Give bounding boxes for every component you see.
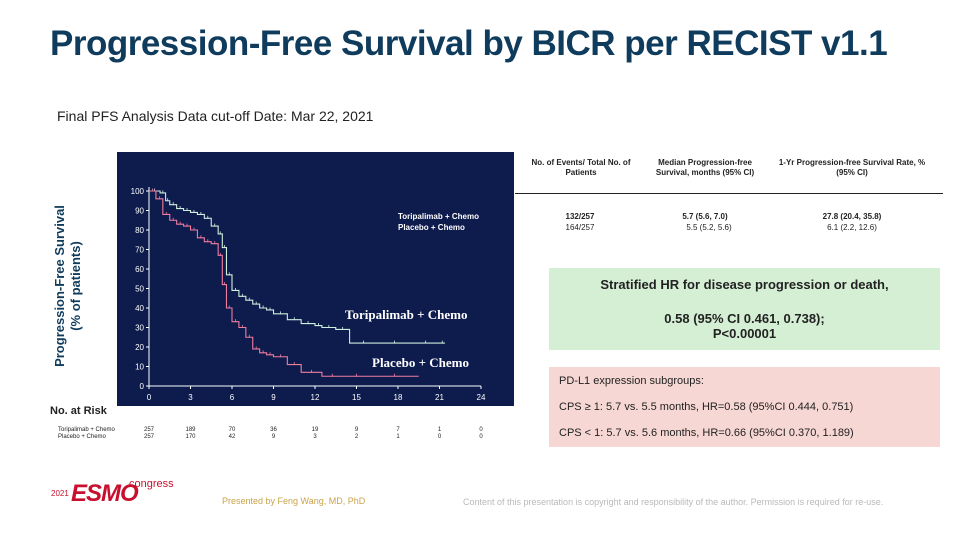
pdl1-title: PD-L1 expression subgroups: [559, 375, 704, 387]
table-rule [515, 193, 943, 194]
hr-line2: 0.58 (95% CI 0.461, 0.738); [664, 311, 825, 326]
risk-value: 170 [185, 434, 196, 440]
km-plot-background [117, 152, 514, 406]
x-tick-label: 3 [188, 393, 193, 402]
x-tick-label: 21 [435, 393, 444, 402]
pdl1-cps-ge1: CPS ≥ 1: 5.7 vs. 5.5 months, HR=0.58 (95… [559, 401, 854, 413]
cell-rate-placebo: 6.1 (2.2, 12.6) [827, 223, 877, 232]
x-tick-label: 24 [477, 393, 486, 402]
pdl1-cps-lt1: CPS < 1: 5.7 vs. 5.6 months, HR=0.66 (95… [559, 427, 854, 439]
slide-title: Progression-Free Survival by BICR per RE… [50, 24, 888, 63]
slide-subtitle: Final PFS Analysis Data cut-off Date: Ma… [57, 108, 374, 124]
cell-rate-toripalimab: 27.8 (20.4, 35.8) [822, 212, 882, 221]
y-tick-label: 60 [135, 265, 144, 274]
risk-value: 19 [311, 427, 319, 433]
x-tick-label: 0 [147, 393, 152, 402]
x-tick-label: 15 [352, 393, 361, 402]
logo-name: ESMO [71, 480, 139, 507]
legend-toripalimab: Toripalimab + Chemo [398, 212, 479, 221]
table-header-events: No. of Events/ Total No. of Patients [531, 158, 631, 177]
risk-row-label-placebo: Placebo + Chemo [58, 434, 106, 440]
legend-placebo: Placebo + Chemo [398, 223, 465, 232]
y-tick-label: 100 [131, 187, 145, 196]
x-tick-label: 18 [394, 393, 403, 402]
esmo-congress-logo: 2021 ESMO congress [51, 478, 181, 508]
y-tick-label: 20 [135, 343, 144, 352]
risk-value: 2 [354, 434, 359, 440]
logo-year: 2021 [51, 489, 69, 498]
risk-value: 257 [143, 434, 154, 440]
risk-value: 42 [228, 434, 236, 440]
cell-median-placebo: 5.5 (5.2, 5.6) [686, 223, 732, 232]
pdl1-subgroups-box: PD-L1 expression subgroups: CPS ≥ 1: 5.7… [549, 367, 940, 447]
km-curve-placebo [149, 190, 419, 377]
y-tick-label: 80 [135, 226, 144, 235]
risk-value: 257 [143, 427, 154, 433]
copyright-notice: Content of this presentation is copyrigh… [463, 497, 884, 507]
risk-value: 9 [354, 427, 359, 433]
risk-table-title: No. at Risk [50, 405, 107, 417]
y-tick-label: 10 [135, 363, 144, 372]
risk-value: 7 [396, 427, 400, 433]
hazard-ratio-box: Stratified HR for disease progression or… [549, 268, 940, 350]
y-tick-label: 70 [135, 246, 144, 255]
x-tick-label: 12 [311, 393, 320, 402]
y-tick-label: 30 [135, 324, 144, 333]
risk-value: 189 [185, 427, 196, 433]
table-header-median: Median Progression-free Survival, months… [655, 158, 755, 177]
x-tick-label: 9 [271, 393, 276, 402]
risk-value: 70 [228, 427, 236, 433]
y-tick-label: 0 [140, 382, 145, 391]
risk-value: 9 [271, 434, 276, 440]
risk-value: 36 [270, 427, 277, 433]
cell-events-toripalimab: 132/257 [565, 212, 595, 221]
table-header-rate: 1-Yr Progression-free Survival Rate, % (… [778, 158, 926, 177]
curve-label-toripalimab: Toripalimab + Chemo [345, 307, 468, 322]
hr-line1: Stratified HR for disease progression or… [600, 277, 889, 292]
curve-label-placebo: Placebo + Chemo [372, 355, 469, 370]
cell-events-placebo: 164/257 [565, 223, 595, 232]
logo-suffix: congress [129, 478, 174, 490]
y-tick-label: 50 [135, 285, 144, 294]
risk-value: 0 [479, 427, 483, 433]
x-tick-label: 6 [230, 393, 235, 402]
risk-value: 1 [437, 427, 442, 433]
hr-line3: P<0.00001 [712, 326, 777, 341]
risk-row-label-toripalimab: Toripalimab + Chemo [58, 427, 115, 433]
risk-value: 0 [437, 434, 442, 440]
km-curve-toripalimab [149, 190, 446, 344]
cell-median-toripalimab: 5.7 (5.6, 7.0) [682, 212, 728, 221]
y-tick-label: 40 [135, 304, 144, 313]
risk-value: 0 [479, 434, 483, 440]
risk-value: 3 [313, 434, 317, 440]
risk-value: 1 [396, 434, 400, 440]
presenter-credit: Presented by Feng Wang, MD, PhD [222, 496, 366, 506]
y-tick-label: 90 [135, 207, 144, 216]
